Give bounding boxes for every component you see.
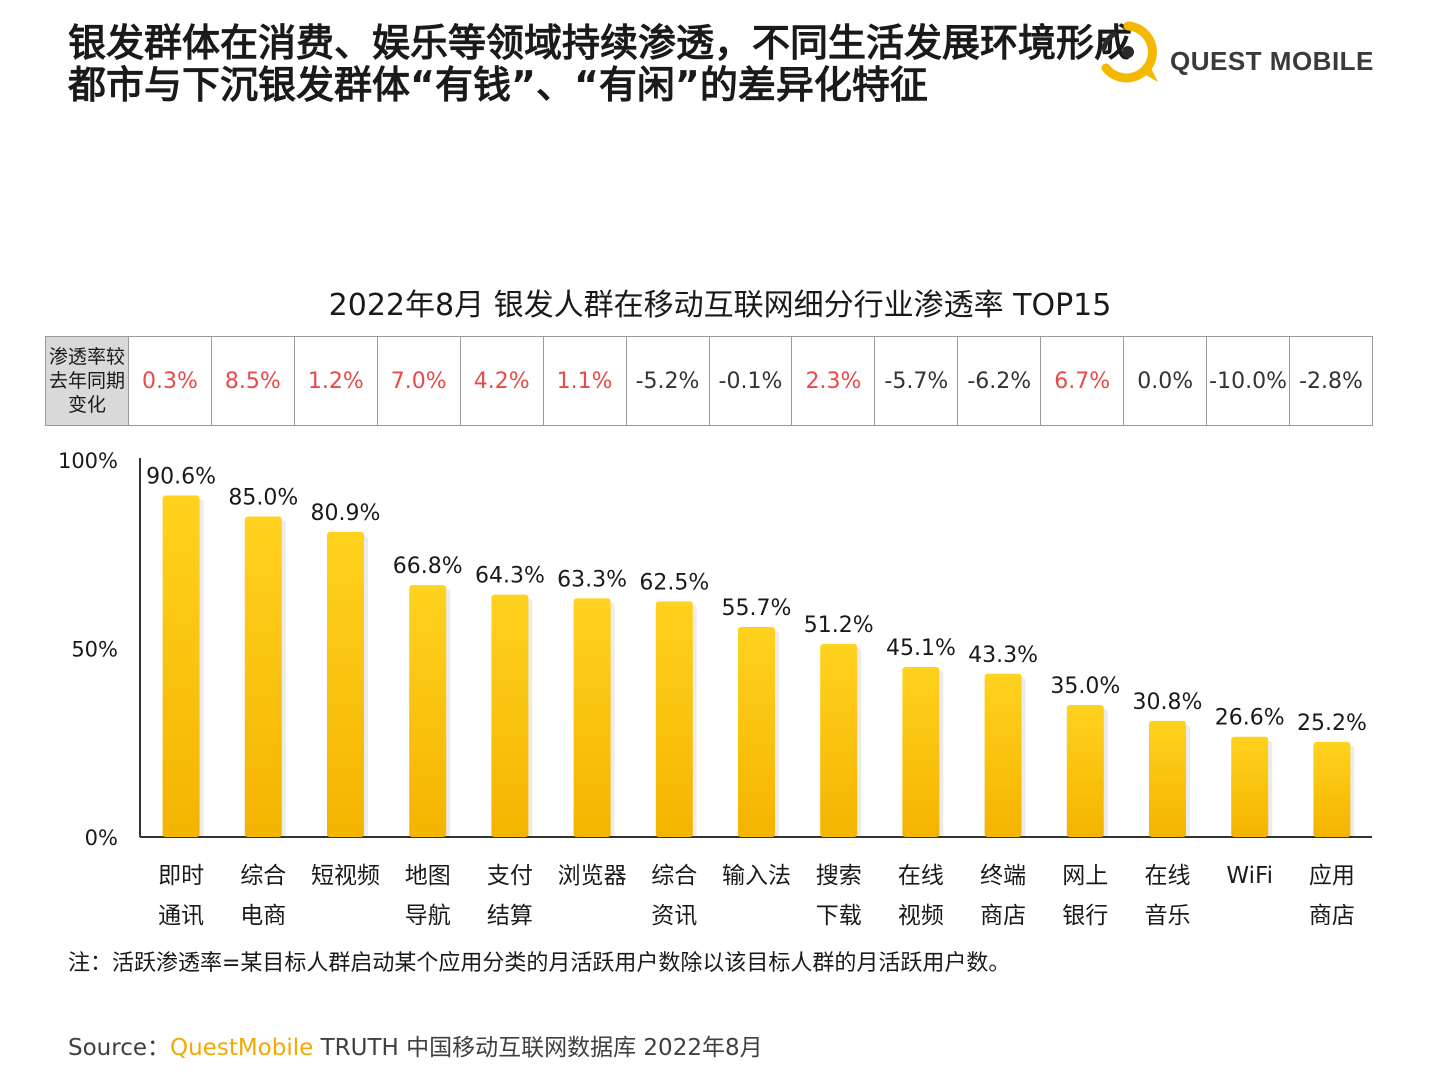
footnote: 注：活跃渗透率=某目标人群启动某个应用分类的月活跃用户数除以该目标人群的月活跃用…	[68, 951, 1011, 976]
yoy-change-cell: 0.3%	[127, 336, 212, 426]
yoy-change-cell: 7.0%	[376, 336, 461, 426]
y-tick-label: 50%	[71, 638, 118, 662]
bars	[162, 495, 1355, 837]
category-label: 综合	[651, 863, 697, 889]
bar	[409, 585, 447, 837]
category-label: 搜索	[816, 863, 862, 889]
bar-value-label: 62.5%	[639, 570, 709, 595]
headline-line-1: 银发群体在消费、娱乐等领域持续渗透，不同生活发展环境形成	[68, 21, 1133, 65]
bar-value-label: 80.9%	[311, 501, 381, 526]
value-labels: 90.6% 85.0% 80.9% 66.8% 64.3% 63.3% 62.5% 55.7%…	[146, 464, 1367, 736]
source-line: Source：QuestMobile TRUTH 中国移动互联网数据库 2022…	[68, 1028, 763, 1062]
bar	[655, 601, 693, 837]
category-label: 浏览器	[558, 863, 627, 889]
chart-title: 2022年8月 银发人群在移动互联网细分行业渗透率 TOP15	[328, 288, 1112, 323]
headline-line-2: 都市与下沉银发群体“有钱”、“有闲”的差异化特征	[68, 63, 928, 107]
category-label: 导航	[405, 903, 451, 929]
yoy-change-cell: -10.0%	[1206, 336, 1291, 426]
category-label: 视频	[898, 903, 944, 929]
bar-value-label: 45.1%	[886, 636, 956, 661]
questmobile-logo: QUEST MOBILE	[1092, 18, 1392, 88]
bar-value-label: 26.6%	[1215, 706, 1285, 731]
bar	[573, 598, 611, 837]
yoy-change-cell: 6.7%	[1040, 336, 1125, 426]
bar-value-label: 30.8%	[1133, 690, 1203, 715]
category-label: 通讯	[158, 903, 204, 929]
category-label: 结算	[487, 903, 533, 929]
category-label: 在线	[898, 863, 944, 889]
bar-value-label: 55.7%	[722, 596, 792, 621]
bar-value-label: 43.3%	[968, 643, 1038, 668]
yoy-change-cell: 2.3%	[791, 336, 876, 426]
category-label: 电商	[240, 903, 286, 929]
bar	[1231, 736, 1269, 837]
category-label: 在线	[1145, 863, 1191, 889]
category-label: 资讯	[651, 903, 697, 929]
category-label: 银行	[1062, 903, 1108, 929]
bar-chart: 0% 50% 100% 90.6% 85.0% 80.9% 66.8% 64.3% 63.3%…	[58, 449, 1372, 929]
y-tick-label: 0%	[85, 826, 118, 850]
yoy-change-cell: -0.1%	[708, 336, 793, 426]
bar	[1149, 720, 1186, 837]
yoy-change-cell: 8.5%	[210, 336, 295, 426]
bar-value-label: 85.0%	[228, 486, 298, 511]
yoy-change-cell: 1.1%	[542, 336, 627, 426]
category-label: 应用	[1309, 863, 1355, 889]
bar-value-label: 63.3%	[557, 567, 627, 592]
yoy-change-row-label: 渗透率较 去年同期 变化	[45, 336, 129, 426]
bar	[820, 643, 858, 837]
bar	[491, 594, 529, 837]
category-label: 音乐	[1145, 903, 1191, 929]
bar	[244, 516, 282, 837]
yoy-change-cell: -2.8%	[1289, 336, 1373, 426]
bar-value-label: 35.0%	[1050, 674, 1120, 699]
category-label: 短视频	[311, 863, 380, 889]
bar	[1066, 705, 1104, 837]
bar-value-label: 64.3%	[475, 564, 545, 589]
yoy-change-row: 渗透率较 去年同期 变化 0.3% 8.5% 1.2% 7.0% 4.2% 1.1% -5.…	[45, 336, 1373, 426]
bar	[984, 673, 1022, 837]
bar-value-label: 90.6%	[146, 464, 216, 489]
category-label: 网上	[1062, 863, 1108, 889]
bar	[902, 666, 940, 837]
row-label-line: 渗透率较	[48, 346, 125, 368]
yoy-change-cell: 1.2%	[293, 336, 378, 426]
yoy-change-cell: -5.2%	[625, 336, 710, 426]
yoy-change-cell: -6.2%	[957, 336, 1042, 426]
headline: 银发群体在消费、娱乐等领域持续渗透，不同生活发展环境形成 都市与下沉银发群体“有…	[68, 21, 1133, 107]
y-tick-label: 100%	[58, 449, 118, 473]
bar	[327, 532, 364, 837]
yoy-change-cell: 4.2%	[459, 336, 544, 426]
source-prefix: Source：	[68, 1035, 170, 1061]
bar-value-label: 66.8%	[393, 554, 463, 579]
category-label: 地图	[405, 863, 451, 889]
bar	[162, 495, 200, 837]
source-brand: QuestMobile	[170, 1035, 314, 1061]
category-label: 终端	[980, 863, 1026, 889]
bar-value-label: 25.2%	[1297, 711, 1367, 736]
category-label: 综合	[240, 863, 286, 889]
bar	[1313, 741, 1351, 837]
category-label: 输入法	[722, 863, 791, 889]
bar	[738, 627, 775, 837]
source-rest: TRUTH 中国移动互联网数据库 2022年8月	[313, 1035, 763, 1061]
logo-text: QUEST MOBILE	[1170, 46, 1374, 76]
category-label: 即时	[158, 863, 204, 889]
row-label-line: 去年同期	[48, 370, 125, 392]
yoy-change-table: 渗透率较 去年同期 变化 0.3% 8.5% 1.2% 7.0% 4.2% 1.1% -5.…	[45, 336, 1373, 426]
yoy-change-cell: 0.0%	[1123, 336, 1208, 426]
category-label: 商店	[1309, 903, 1355, 929]
category-label: 商店	[980, 903, 1026, 929]
yoy-change-cell: -5.7%	[874, 336, 959, 426]
category-label: WiFi	[1226, 863, 1273, 889]
category-label: 支付	[487, 863, 533, 889]
category-label: 下载	[816, 903, 862, 929]
bar-value-label: 51.2%	[804, 613, 874, 638]
questmobile-logo-icon	[1101, 21, 1158, 83]
row-label-line: 变化	[67, 394, 106, 416]
